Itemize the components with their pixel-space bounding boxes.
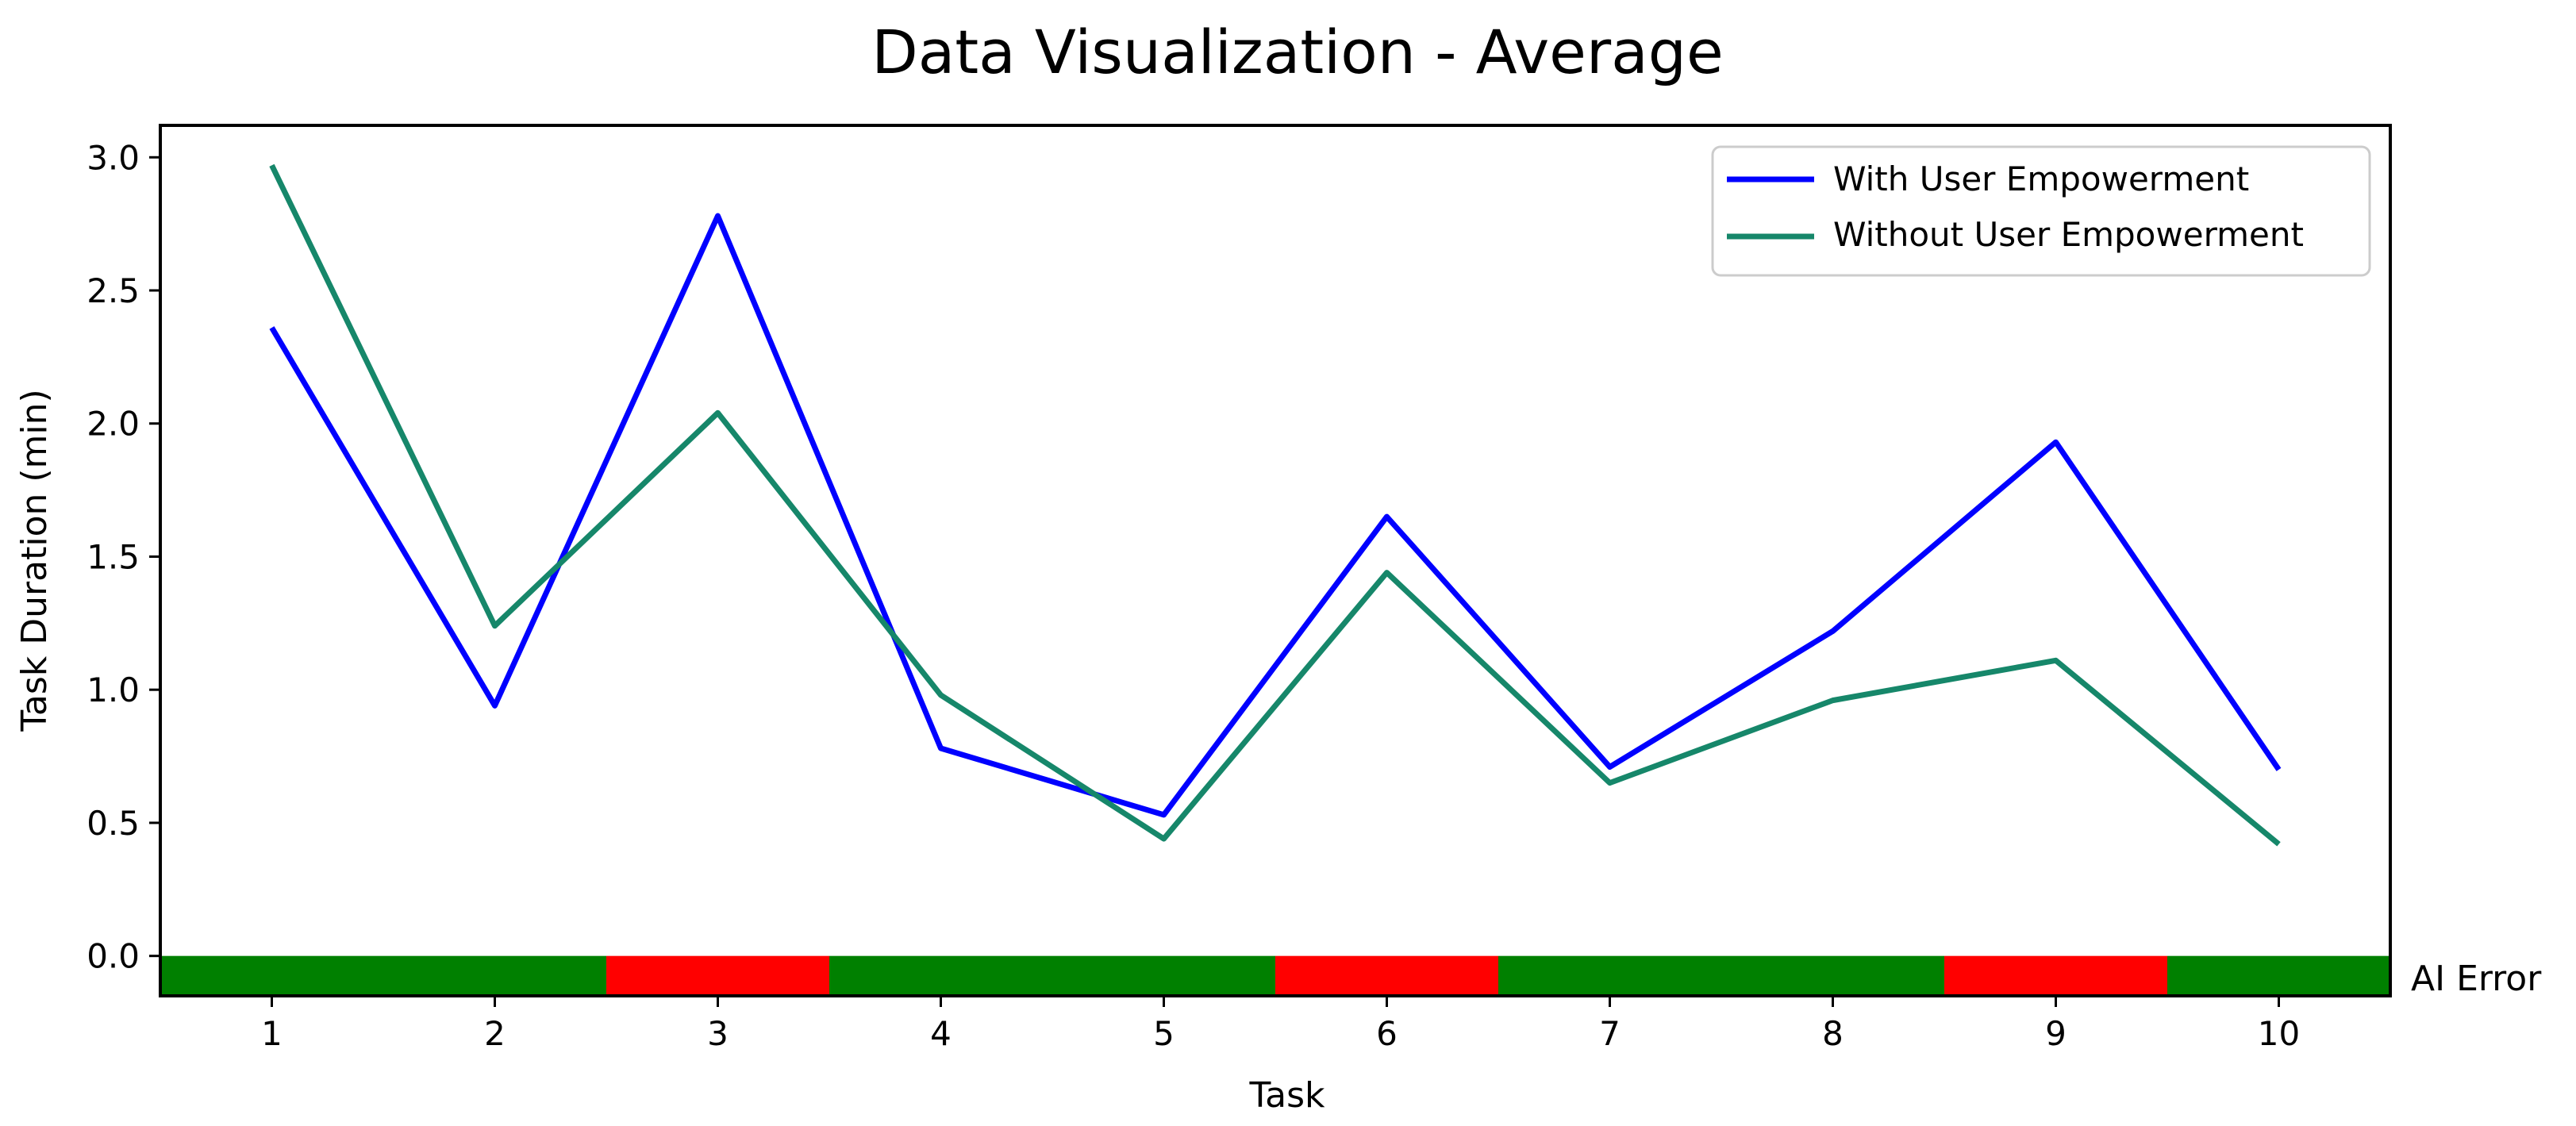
series-line-with-user-empowerment bbox=[269, 213, 2282, 818]
plot-frame bbox=[159, 124, 2392, 997]
chart-title: Data Visualization - Average bbox=[871, 17, 1724, 87]
y-tick-label: 3.0 bbox=[87, 138, 140, 177]
x-tick-label: 2 bbox=[484, 1014, 506, 1053]
ai-error-segment bbox=[160, 955, 383, 996]
ai-error-segment bbox=[1498, 955, 1721, 996]
y-axis-label: Task Duration (min) bbox=[14, 389, 55, 732]
ai-error-label: AI Error bbox=[2411, 959, 2542, 999]
ai-error-segment bbox=[383, 955, 606, 996]
x-axis-label: Task bbox=[1249, 1075, 1325, 1116]
ai-error-segment bbox=[1721, 955, 1944, 996]
y-tick-label: 0.5 bbox=[87, 804, 140, 843]
y-tick-label: 0.0 bbox=[87, 937, 140, 976]
x-tick-label: 7 bbox=[1599, 1014, 1621, 1053]
x-tick-label: 10 bbox=[2258, 1014, 2300, 1053]
x-tick-label: 3 bbox=[707, 1014, 729, 1053]
ai-error-segment bbox=[829, 955, 1052, 996]
legend-label-without-user-empowerment: Without User Empowerment bbox=[1833, 215, 2304, 254]
series-line-without-user-empowerment bbox=[269, 163, 2281, 847]
ai-error-segment bbox=[2167, 955, 2390, 996]
ai-error-segment bbox=[606, 955, 829, 996]
x-tick-label: 6 bbox=[1376, 1014, 1398, 1053]
y-tick-label: 1.0 bbox=[87, 671, 140, 709]
x-tick-label: 8 bbox=[1822, 1014, 1844, 1053]
y-tick-label: 2.0 bbox=[87, 405, 140, 444]
legend-label-with-user-empowerment: With User Empowerment bbox=[1833, 159, 2249, 198]
x-tick-label: 5 bbox=[1153, 1014, 1175, 1053]
ai-error-segment bbox=[1052, 955, 1275, 996]
x-tick-label: 4 bbox=[930, 1014, 952, 1053]
legend-box bbox=[1711, 145, 2371, 277]
x-tick-label: 9 bbox=[2045, 1014, 2067, 1053]
y-tick-label: 2.5 bbox=[87, 271, 140, 310]
ai-error-segment bbox=[1275, 955, 1498, 996]
legend: With User Empowerment Without User Empow… bbox=[1711, 145, 2371, 277]
x-tick-label: 1 bbox=[261, 1014, 283, 1053]
y-tick-label: 1.5 bbox=[87, 537, 140, 576]
plot-area bbox=[160, 163, 2390, 996]
ai-error-segment bbox=[1944, 955, 2167, 996]
